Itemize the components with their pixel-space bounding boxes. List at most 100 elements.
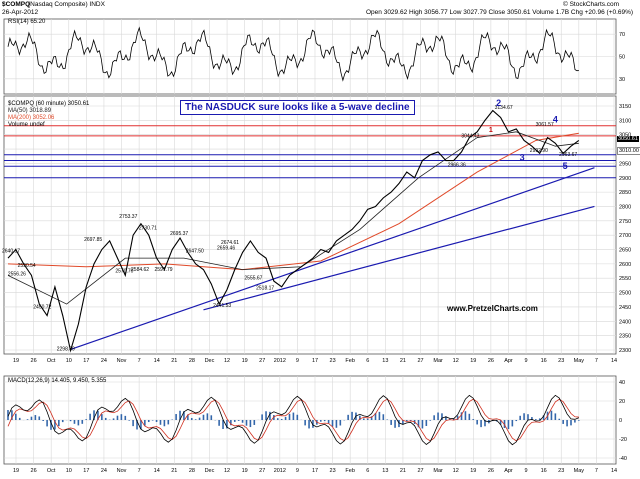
price-tick-label: 2500	[619, 291, 631, 297]
date-tick-label: 23	[330, 358, 336, 364]
date-tick-label: Nov	[117, 468, 127, 474]
chart-symbol-name: (Nasdaq Composite) INDX	[28, 1, 105, 8]
price-tick-label: 2350	[619, 334, 631, 340]
date-tick-label: 14	[611, 468, 617, 474]
date-tick-label: 6	[366, 358, 369, 364]
price-annotation: 2584.62	[131, 267, 149, 273]
price-tick-label: 2700	[619, 233, 631, 239]
date-tick-label: Dec	[205, 468, 215, 474]
rsi-tick-label: 70	[619, 32, 625, 38]
macd-tick-label: 40	[619, 380, 625, 386]
date-tick-label: 23	[330, 468, 336, 474]
date-tick-label: 19	[13, 468, 19, 474]
macd-tick-label: -40	[619, 456, 627, 462]
date-tick-label: Dec	[205, 358, 215, 364]
date-tick-label: 13	[382, 358, 388, 364]
date-tick-label: 6	[366, 468, 369, 474]
price-panel	[3, 95, 617, 355]
price-annotation: 2966.36	[448, 162, 466, 168]
date-tick-label: 21	[171, 358, 177, 364]
price-tick-label: 2750	[619, 219, 631, 225]
rsi-label: RSI(14) 65.20	[8, 19, 46, 25]
date-tick-label: 19	[13, 358, 19, 364]
trendline	[203, 205, 595, 311]
date-tick-label: 27	[259, 358, 265, 364]
ma200-label: MA(200) 3052.06	[8, 115, 55, 121]
chart-date: 26-Apr-2012	[2, 9, 39, 16]
date-tick-label: 19	[242, 358, 248, 364]
date-tick-label: 21	[171, 468, 177, 474]
price-annotation: 2556.26	[8, 271, 26, 277]
price-tick-label: 2950	[619, 161, 631, 167]
price-annotation: 2647.50	[186, 248, 204, 254]
volume-label: Volume undef	[8, 122, 45, 128]
date-tick-label: 17	[312, 358, 318, 364]
price-tick-label: 2800	[619, 204, 631, 210]
price-annotation: 2674.61	[221, 240, 239, 246]
date-tick-label: 24	[101, 468, 107, 474]
macd-line	[7, 394, 579, 446]
price-annotation: 2441.53	[213, 303, 231, 309]
date-tick-label: 28	[189, 468, 195, 474]
date-tick-label: 14	[154, 468, 160, 474]
watermark: www.PretzelCharts.com	[447, 304, 538, 313]
price-annotation: 2992.90	[530, 148, 548, 154]
macd-label: MACD(12,26,9) 14.405, 9.450, 5.355	[8, 378, 107, 384]
date-tick-label: 14	[611, 358, 617, 364]
price-tick-label: 3100	[619, 118, 631, 124]
price-annotation: 2640.17	[2, 248, 20, 254]
date-tick-label: 7	[595, 468, 598, 474]
date-tick-label: 9	[296, 468, 299, 474]
date-tick-label: 23	[558, 468, 564, 474]
macd-tick-label: 0	[619, 418, 622, 424]
date-tick-label: 26	[31, 358, 37, 364]
last-price-tag: 3050.61	[617, 136, 639, 142]
date-tick-label: Feb	[345, 358, 354, 364]
chart-symbol: $COMPQ	[2, 1, 31, 8]
macd-tick-label: -20	[619, 437, 627, 443]
rsi-tick-label: 30	[619, 77, 625, 83]
price-annotation: 2963.67	[559, 152, 577, 158]
price-annotation: 2555.67	[244, 276, 262, 282]
trendline	[70, 167, 595, 350]
date-tick-label: Feb	[345, 468, 354, 474]
date-tick-label: Nov	[117, 358, 127, 364]
price-tick-label: 2600	[619, 262, 631, 268]
date-tick-label: 26	[488, 468, 494, 474]
date-tick-label: May	[574, 468, 585, 474]
price-annotation: 3061.57	[536, 122, 554, 128]
date-tick-label: 9	[525, 358, 528, 364]
date-tick-label: 23	[558, 358, 564, 364]
price-annotation: 3134.67	[495, 105, 513, 111]
date-tick-label: Mar	[433, 358, 443, 364]
date-tick-label: Mar	[433, 468, 443, 474]
date-tick-label: Apr	[504, 358, 513, 364]
price-label: $COMPQ (60 minute) 3050.61	[8, 101, 90, 107]
price-annotation: 2518.17	[256, 286, 274, 292]
date-tick-label: 19	[242, 468, 248, 474]
chart-ohlc: Open 3029.62 High 3056.77 Low 3027.79 Cl…	[366, 9, 634, 16]
date-tick-label: 27	[417, 358, 423, 364]
date-tick-label: 19	[470, 468, 476, 474]
price-tick-label: 2400	[619, 319, 631, 325]
price-tick-label: 2300	[619, 348, 631, 354]
stockcharts-credit: © StockCharts.com	[563, 1, 620, 8]
date-tick-label: Oct	[47, 358, 56, 364]
date-tick-label: 12	[224, 468, 230, 474]
date-tick-label: 19	[470, 358, 476, 364]
price-annotation: 2753.37	[119, 214, 137, 220]
date-tick-label: 12	[453, 358, 459, 364]
rsi-line	[7, 26, 579, 82]
date-tick-label: 2012	[274, 468, 286, 474]
date-tick-label: 16	[541, 358, 547, 364]
date-tick-label: 9	[525, 468, 528, 474]
date-tick-label: May	[574, 358, 585, 364]
price-line	[7, 109, 580, 353]
date-tick-label: Oct	[47, 468, 56, 474]
rsi-tick-label: 50	[619, 55, 625, 61]
date-tick-label: 17	[83, 468, 89, 474]
date-tick-label: 10	[66, 468, 72, 474]
ma50-line	[7, 131, 579, 305]
wave-label-1: 1	[489, 127, 493, 134]
